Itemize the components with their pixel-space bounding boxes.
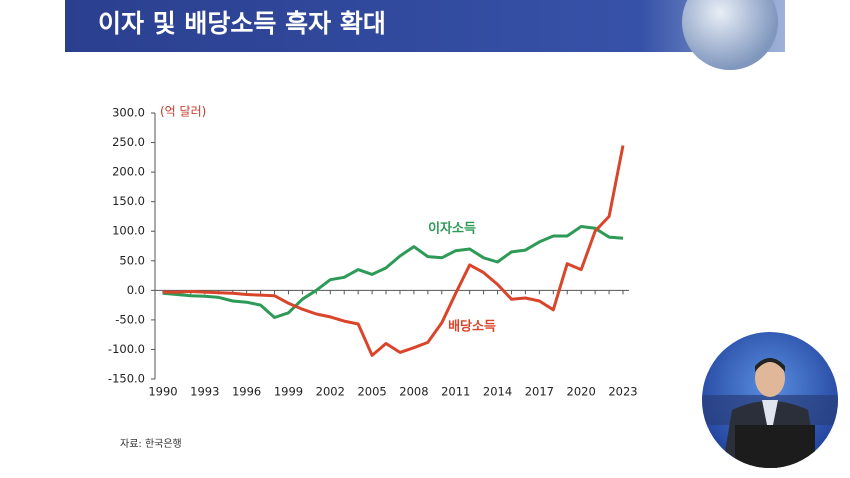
series-line (162, 225, 624, 319)
series-label: 배당소득 (448, 319, 496, 335)
y-tick-label: 100.0 (112, 224, 145, 238)
slide-title: 이자 및 배당소득 흑자 확대 (98, 9, 386, 38)
y-tick-label: -100.0 (108, 342, 145, 356)
y-unit: (억 달러) (160, 105, 206, 119)
x-tick-label: 2023 (608, 385, 637, 399)
y-tick-label: 250.0 (112, 135, 145, 149)
source: 자료: 한국은행 (120, 438, 182, 450)
series-label: 이자소득 (428, 221, 476, 237)
x-tick-label: 1990 (148, 385, 177, 399)
y-tick-label: 50.0 (119, 253, 145, 267)
x-tick-label: 1999 (274, 385, 303, 399)
webcam (702, 332, 838, 468)
y-tick-label: 200.0 (112, 165, 145, 179)
y-tick-label: 0.0 (127, 283, 145, 297)
x-tick-label: 2020 (567, 385, 596, 399)
x-tick-label: 1993 (190, 385, 219, 399)
x-tick-label: 2005 (357, 385, 386, 399)
globe-image (682, 0, 778, 70)
plot: 300.0 250.0 200.0 150.0 100.0 50.0 0.0 -50.0 -10… (108, 106, 638, 399)
y-tick-label: -50.0 (115, 312, 145, 326)
x-tick-label: 2014 (483, 385, 512, 399)
series-line (163, 145, 625, 357)
y-tick-label: -150.0 (108, 372, 145, 386)
x-tick-label: 2008 (399, 385, 428, 399)
title-bar (65, 0, 785, 52)
x-tick-label: 2002 (316, 385, 345, 399)
x-tick-label: 2011 (441, 385, 470, 399)
y-tick-label: 150.0 (112, 194, 145, 208)
y-tick-label: 300.0 (112, 106, 145, 120)
x-tick-label: 1996 (232, 385, 261, 399)
x-tick-label: 2017 (525, 385, 554, 399)
